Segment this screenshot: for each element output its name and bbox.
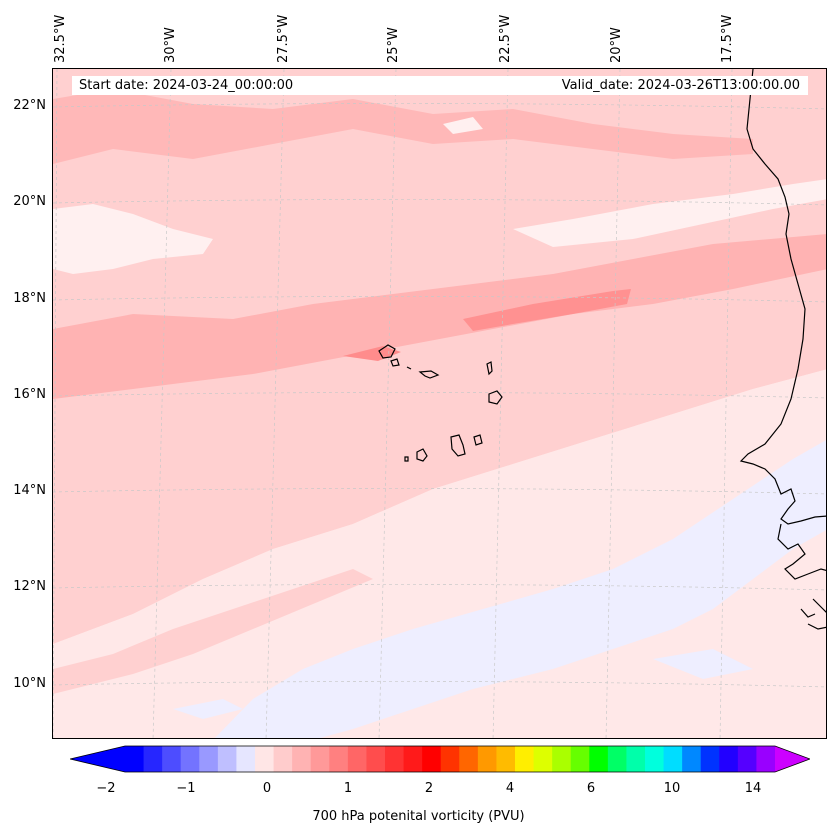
colorbar-tick-0: 0 bbox=[262, 781, 272, 796]
colorbar-tick-4: 4 bbox=[505, 781, 515, 796]
pv-contour-negative-se bbox=[653, 649, 753, 679]
colorbar-segment bbox=[180, 746, 200, 772]
colorbar-segment bbox=[440, 746, 460, 772]
colorbar-segment bbox=[143, 746, 163, 772]
valid-date-label: Valid_date: 2024-03-26T13:00:00.00 bbox=[561, 78, 800, 93]
lat-label-14n: 14°N bbox=[13, 483, 46, 498]
date-info-box bbox=[72, 76, 808, 95]
colorbar-segment bbox=[477, 746, 497, 772]
pv-contour-negative-sw bbox=[173, 699, 243, 719]
pv-contour-streak-south-2 bbox=[153, 429, 403, 509]
lon-label-17-5w: 17.5°W bbox=[720, 14, 735, 63]
colorbar-segment bbox=[756, 746, 776, 772]
colorbar-segment bbox=[663, 746, 683, 772]
colorbar-segment bbox=[125, 746, 145, 772]
colorbar-segment bbox=[719, 746, 739, 772]
colorbar-segment bbox=[292, 746, 312, 772]
lon-label-22-5w: 22.5°W bbox=[498, 14, 513, 63]
colorbar-tick-6: 6 bbox=[586, 781, 596, 796]
pv-contour-core bbox=[463, 289, 631, 331]
lon-label-27-5w: 27.5°W bbox=[276, 14, 291, 63]
colorbar-tick-neg1: −1 bbox=[176, 781, 196, 796]
pv-contour-white-patch-west bbox=[53, 204, 213, 274]
colorbar-segment bbox=[347, 746, 367, 772]
lon-label-30w: 30°W bbox=[163, 27, 178, 63]
colorbar-segment bbox=[700, 746, 720, 772]
africa-coastline-south bbox=[777, 523, 826, 630]
colorbar-extend-high bbox=[775, 746, 810, 772]
colorbar-segment bbox=[366, 746, 386, 772]
colorbar-tick-2: 2 bbox=[424, 781, 434, 796]
colorbar-segment bbox=[422, 746, 442, 772]
colorbar-segment bbox=[217, 746, 237, 772]
lat-label-18n: 18°N bbox=[13, 291, 46, 306]
colorbar-segment bbox=[329, 746, 349, 772]
colorbar-segment bbox=[199, 746, 219, 772]
colorbar-segment bbox=[533, 746, 553, 772]
graticule bbox=[53, 69, 826, 738]
colorbar-tick-1: 1 bbox=[343, 781, 353, 796]
pv-contour-white-patch-east bbox=[513, 179, 826, 247]
lon-label-32-5w: 32.5°W bbox=[53, 14, 68, 63]
colorbar-segment bbox=[255, 746, 275, 772]
map-panel[interactable] bbox=[52, 68, 827, 739]
pv-contour-north-band bbox=[53, 89, 753, 164]
pv-contour-central-band bbox=[53, 234, 826, 399]
colorbar-tick-14: 14 bbox=[744, 781, 762, 796]
colorbar-segment bbox=[589, 746, 609, 772]
colorbar bbox=[70, 745, 810, 773]
colorbar-tick-10: 10 bbox=[663, 781, 681, 796]
lat-label-10n: 10°N bbox=[13, 676, 46, 691]
colorbar-segment bbox=[310, 746, 330, 772]
colorbar-segment bbox=[737, 746, 757, 772]
colorbar-segment bbox=[236, 746, 256, 772]
colorbar-segment bbox=[385, 746, 405, 772]
colorbar-segment bbox=[162, 746, 182, 772]
colorbar-tick-neg2: −2 bbox=[96, 781, 116, 796]
pv-contour-south-light bbox=[53, 369, 826, 738]
colorbar-segment bbox=[682, 746, 702, 772]
lon-label-25w: 25°W bbox=[386, 27, 401, 63]
colorbar-title: 700 hPa potenital vorticity (PVU) bbox=[312, 809, 525, 824]
colorbar-segment bbox=[645, 746, 665, 772]
lat-label-22n: 22°N bbox=[13, 98, 46, 113]
colorbar-segment bbox=[515, 746, 535, 772]
colorbar-outline bbox=[70, 745, 810, 773]
colorbar-segment bbox=[496, 746, 516, 772]
pv-contour-streak-south-1 bbox=[53, 569, 373, 694]
colorbar-segment bbox=[403, 746, 423, 772]
africa-coastline bbox=[739, 69, 826, 525]
pv-contour-negative-south bbox=[214, 440, 826, 738]
cape-verde-islands bbox=[378, 344, 503, 462]
colorbar-segment bbox=[552, 746, 572, 772]
colorbar-segment bbox=[459, 746, 479, 772]
colorbar-segment bbox=[626, 746, 646, 772]
colorbar-extend-low bbox=[70, 746, 125, 772]
map-canvas bbox=[53, 69, 826, 738]
colorbar-segment bbox=[273, 746, 293, 772]
lat-label-12n: 12°N bbox=[13, 579, 46, 594]
colorbar-segment bbox=[570, 746, 590, 772]
pv-contour-white-patch-ne bbox=[443, 117, 483, 134]
lat-label-20n: 20°N bbox=[13, 194, 46, 209]
start-date-label: Start date: 2024-03-24_00:00:00 bbox=[79, 78, 294, 93]
lon-label-20w: 20°W bbox=[609, 27, 624, 63]
lat-label-16n: 16°N bbox=[13, 387, 46, 402]
colorbar-segment bbox=[607, 746, 627, 772]
